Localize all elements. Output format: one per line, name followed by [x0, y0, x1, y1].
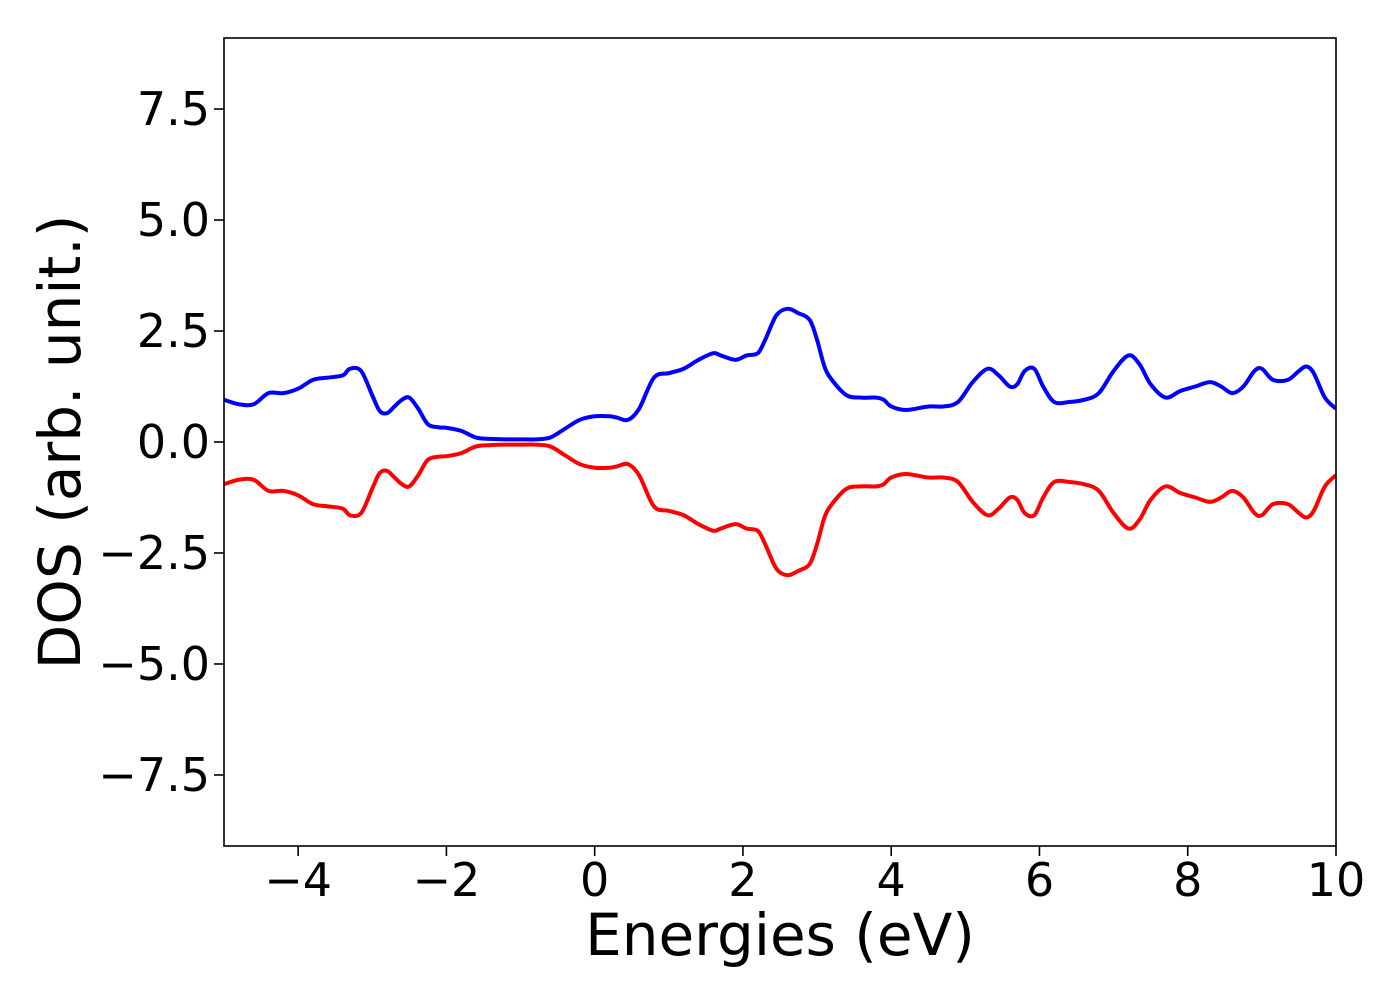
y-tick-label: 5.0 — [137, 193, 210, 247]
y-tick-label: −2.5 — [98, 526, 210, 580]
y-axis-label: DOS (arb. unit.) — [26, 215, 94, 670]
y-tick-label: 0.0 — [137, 415, 210, 469]
x-tick-label: 0 — [580, 853, 609, 907]
x-axis: −4 −2 0 2 4 6 8 10 — [264, 846, 1365, 907]
x-tick-label: 6 — [1025, 853, 1054, 907]
x-tick-label: 2 — [728, 853, 757, 907]
y-axis: −7.5 −5.0 −2.5 0.0 2.5 5.0 7.5 — [98, 82, 224, 802]
plot-background — [224, 38, 1336, 846]
x-tick-label: 4 — [877, 853, 906, 907]
x-tick-label: −2 — [412, 853, 480, 907]
x-tick-label: 8 — [1173, 853, 1202, 907]
x-tick-label: 10 — [1307, 853, 1366, 907]
y-tick-label: 2.5 — [137, 304, 210, 358]
y-tick-label: −5.0 — [98, 637, 210, 691]
x-tick-label: −4 — [264, 853, 332, 907]
series-line-0 — [224, 306, 1336, 442]
x-axis-label: Energies (eV) — [585, 901, 975, 969]
series-line-1 — [224, 442, 1336, 578]
series-layer — [224, 306, 1336, 578]
y-tick-label: −7.5 — [98, 748, 210, 802]
y-tick-label: 7.5 — [137, 82, 210, 136]
